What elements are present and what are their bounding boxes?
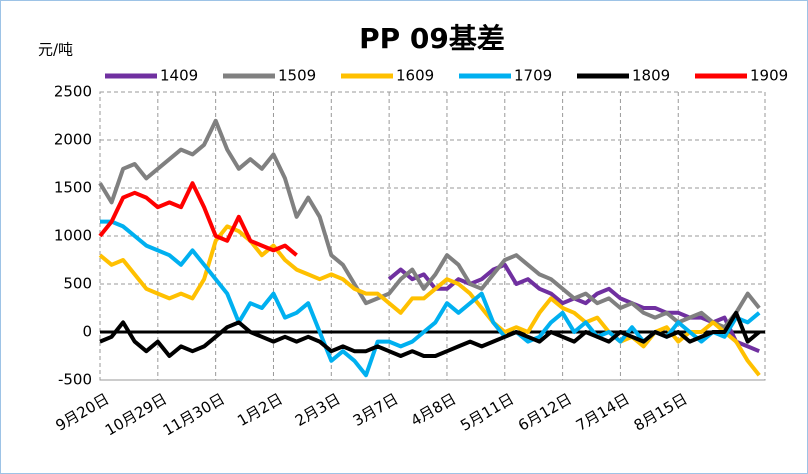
y-tick-label: 500 bbox=[63, 275, 92, 293]
legend-label: 1409 bbox=[160, 67, 198, 85]
legend-label: 1909 bbox=[750, 67, 788, 85]
series-line bbox=[98, 118, 761, 330]
legend-label: 1809 bbox=[632, 67, 670, 85]
y-axis-label: 元/吨 bbox=[38, 41, 73, 59]
legend-label: 1709 bbox=[514, 67, 552, 85]
y-tick-label: 0 bbox=[82, 323, 92, 341]
y-tick-label: 1000 bbox=[54, 227, 92, 245]
y-tick-label: 1500 bbox=[54, 179, 92, 197]
y-tick-label: 2500 bbox=[54, 83, 92, 101]
series-line bbox=[99, 310, 761, 358]
y-tick-label: 2000 bbox=[54, 131, 92, 149]
legend-label: 1609 bbox=[396, 67, 434, 85]
series-line bbox=[98, 181, 298, 257]
y-tick-label: -500 bbox=[58, 371, 92, 389]
legend-label: 1509 bbox=[278, 67, 316, 85]
chart-title: PP 09基差 bbox=[359, 22, 505, 55]
